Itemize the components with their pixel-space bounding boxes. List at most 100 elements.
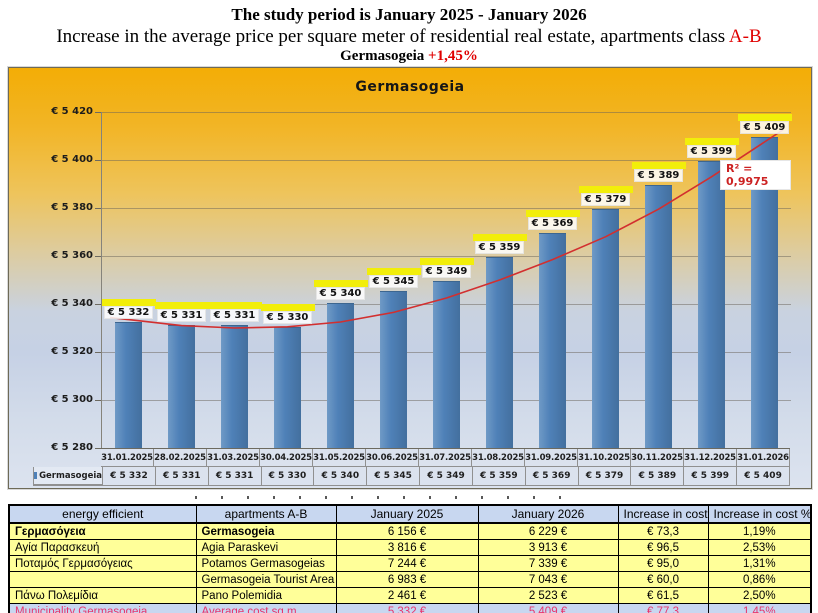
table-cell: Pano Polemidia [195,587,337,604]
x-axis-value-cell: € 5 332 [103,467,156,485]
table-cell: 6 983 € [335,571,479,588]
bar-value-label: € 5 340 [313,280,368,300]
x-axis-value-cell: € 5 331 [155,467,209,485]
gridline [102,208,791,209]
x-axis-date-cell: 28.02.2025 [154,449,207,466]
table-cell: € 77,3 [617,603,709,613]
x-axis-value-cell: € 5 345 [367,467,421,485]
table-cell: Ποταμός Γερμασόγειας [8,555,197,572]
table-header-cell: Increase in cost [617,504,709,524]
label-highlight [631,162,686,170]
bar-value-label: € 5 345 [366,268,421,288]
summary-table-header: energy efficient apartments A-B January 20… [8,504,812,524]
bar-value-text: € 5 409 [739,121,790,135]
x-axis-value-cell: € 5 389 [631,467,685,485]
x-axis-values-row: Germasogeia € 5 332 € 5 331 € 5 331 € 5 330… [33,467,790,486]
label-highlight [525,210,580,218]
label-highlight [366,268,421,275]
y-axis-tick [95,208,101,209]
y-axis-tick [95,304,101,305]
x-axis-value-cell: € 5 331 [208,467,262,485]
y-axis-tick-label: € 5 340 [51,298,93,309]
report-subtitle: Increase in the average price per square… [0,26,818,48]
label-highlight [737,114,792,122]
x-axis-date-cell: 30.04.2025 [260,449,313,466]
x-axis-date-cell: 31.01.2025 [101,449,154,466]
table-cell: Agia Paraskevi [195,539,337,556]
label-highlight [313,280,368,287]
bar-value-label: € 5 359 [472,234,527,255]
bar-value-label: € 5 349 [419,258,474,279]
bar-value-text: € 5 345 [368,275,419,288]
label-highlight [472,234,527,242]
table-cell: 3 913 € [477,539,619,556]
bar-value-label: € 5 330 [260,304,315,324]
bar-value-label: € 5 332 [101,299,156,320]
bar [539,233,566,448]
summary-table: energy efficient apartments A-B January 20… [8,504,812,613]
trendline [109,129,784,329]
x-axis-date-cell: 31.12.2025 [684,449,737,466]
table-cell: 1,19% [707,522,812,540]
table-cell: 5 409 € [477,603,619,613]
bar-value-text: € 5 399 [686,145,737,159]
summary-table-body: Γερμασόγεια Germasogeia 6 156 €6 229 € € 73… [8,522,812,613]
x-axis-date-cell: 31.07.2025 [419,449,472,466]
table-row: Πάνω Πολεμίδια Pano Polemidia 2 461 €2 523… [8,587,812,604]
bar [433,281,460,448]
y-axis-tick-label: € 5 380 [51,202,93,213]
table-row: Γερμασόγεια Germasogeia 6 156 €6 229 € € 73… [8,522,812,540]
x-axis-date-cell: 30.06.2025 [366,449,419,466]
label-highlight [684,138,739,146]
price-chart: Germasogeia R² = 0,9975 € 5 332 € 5 331 € … [8,67,812,489]
x-axis-date-cell: 31.09.2025 [525,449,578,466]
table-cell: 6 229 € [477,522,619,540]
y-axis-tick-label: € 5 360 [51,250,93,261]
y-axis-tick-label: € 5 400 [51,154,93,165]
table-cell: Πάνω Πολεμίδια [8,587,197,604]
table-cell: Αγία Παρασκευή [8,539,197,556]
bar-value-text: € 5 332 [103,306,154,320]
r-squared-label: R² = 0,9975 [720,160,791,190]
table-cell: € 95,0 [617,555,709,572]
gridline [102,160,791,161]
bar-value-text: € 5 330 [262,311,313,324]
table-row: Germasogeia Tourist Area 6 983 €7 043 € € … [8,571,812,588]
table-cell: 0,86% [707,571,812,588]
table-cell: Potamos Germasogeias [195,555,337,572]
table-cell: 6 156 € [335,522,479,540]
label-highlight [419,258,474,266]
table-cell: Γερμασόγεια [8,522,197,540]
x-axis-date-cell: 31.03.2025 [207,449,260,466]
y-axis-tick [95,160,101,161]
table-cell: Germasogeia [195,522,337,540]
table-cell: Average cost sq.m. [195,603,337,613]
table-header-cell: January 2026 [477,504,619,524]
legend-swatch-icon [34,472,38,479]
x-axis-date-cell: 31.08.2025 [472,449,525,466]
bar [221,324,248,448]
x-axis-value-cell: € 5 379 [578,467,632,485]
bar-value-label: € 5 389 [631,162,686,183]
bar [645,185,672,448]
bar-value-text: € 5 359 [474,241,525,255]
bar-value-text: € 5 369 [527,217,578,231]
bar-value-label: € 5 369 [525,210,580,231]
bar-value-text: € 5 379 [580,193,631,207]
table-cell: 7 339 € [477,555,619,572]
x-axis-value-cell: € 5 349 [420,467,473,485]
x-axis-date-cell: 31.01.2026 [737,449,790,466]
bar [168,324,195,448]
x-axis-value-cell: € 5 399 [684,467,738,485]
bar-value-label: € 5 409 [737,114,792,135]
y-axis-tick [95,448,101,449]
report-title: The study period is January 2025 - Janua… [231,5,587,24]
y-axis-tick [95,352,101,353]
label-highlight [260,304,315,311]
table-cell: 7 043 € [477,571,619,588]
bar [115,322,142,448]
table-cell: 7 244 € [335,555,479,572]
table-row: Municipality Germasogeia Average cost sq.… [8,603,812,613]
bar-value-label: € 5 399 [684,138,739,159]
table-cell: € 73,3 [617,522,709,540]
